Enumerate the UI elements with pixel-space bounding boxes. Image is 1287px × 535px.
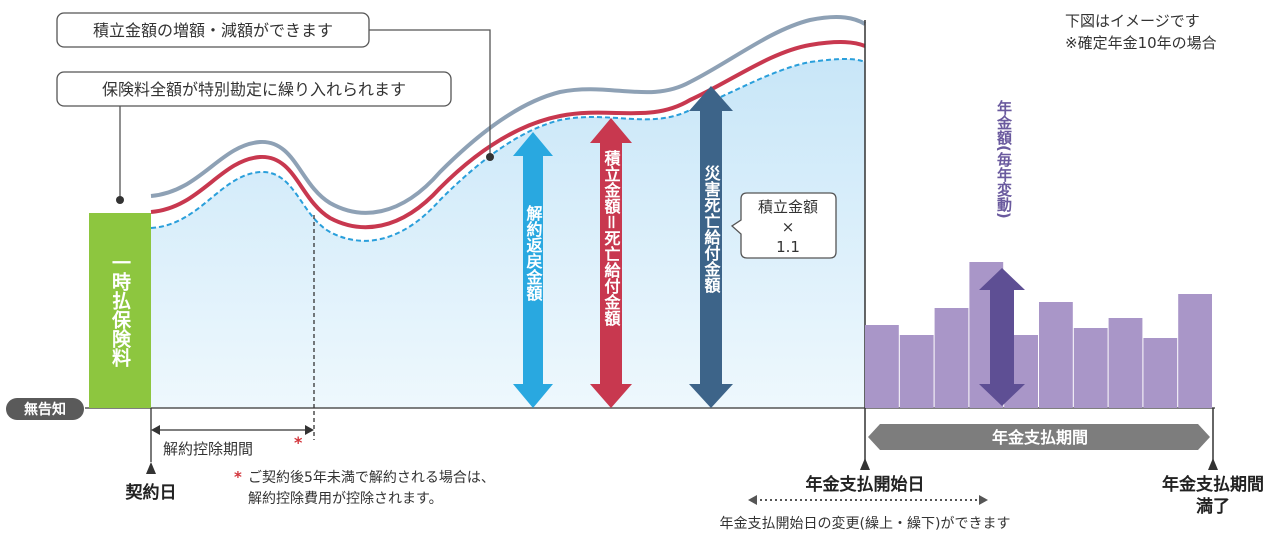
- surrender-value-line: [150, 58, 866, 242]
- payout-end-label-line1: 年金支払期間: [1162, 474, 1264, 495]
- accumulated-value-line: [150, 40, 866, 230]
- increase-decrease-text: 積立金額の増額・減額ができます: [93, 21, 333, 40]
- accumulated-times-callout: [730, 192, 837, 259]
- deduction-period-label: 解約控除期間: [163, 440, 253, 458]
- accumulated-death-arrow: [590, 118, 632, 408]
- pension-bar: [1108, 318, 1143, 408]
- accident-death-arrow: [689, 86, 733, 408]
- pension-bar: [1039, 302, 1073, 408]
- contract-date-label: 契約日: [125, 482, 177, 503]
- payout-start-label: 年金支払開始日: [806, 474, 925, 495]
- pension-bars: [865, 262, 1212, 408]
- special-account-text: 保険料全額が特別勘定に繰り入れられます: [102, 80, 406, 99]
- deduction-note-line1: ご契約後5年未満で解約される場合は、: [248, 470, 495, 486]
- deduction-note-line2: 解約控除費用が控除されます。: [248, 491, 443, 507]
- payout-start-marker: [860, 458, 870, 470]
- payout-end-marker: [1208, 458, 1218, 470]
- deduction-left-arrowhead: [151, 425, 160, 435]
- increase-decrease-dot: [486, 153, 494, 161]
- pension-bar: [1178, 294, 1212, 408]
- accident-death-line: [150, 15, 867, 215]
- no-notice-badge: [6, 398, 84, 420]
- accident-death-label: 災害死亡給付金額: [702, 165, 722, 294]
- factor-text: 1.1: [776, 238, 800, 256]
- special-account-dot: [116, 196, 124, 204]
- change-start-right-arrowhead: [979, 495, 988, 505]
- deduction-right-arrowhead: [305, 425, 314, 435]
- fixed-term-note: ※確定年金10年の場合: [1065, 34, 1217, 52]
- accumulated-death-label: 積立金額＝死亡給付金額: [602, 149, 622, 327]
- surrender-value-label: 解約返戻金額: [524, 204, 544, 302]
- payout-end-label-line2: 満了: [1196, 496, 1230, 517]
- single-premium-bar: [89, 213, 151, 408]
- change-start-left-arrowhead: [748, 495, 757, 505]
- payout-period-label: 年金支払期間: [992, 428, 1088, 447]
- accumulation-area: [151, 59, 865, 408]
- contract-date-marker: [146, 462, 156, 474]
- change-start-label: 年金支払開始日の変更(繰上・繰下)ができます: [720, 515, 1011, 532]
- pension-bar: [899, 335, 934, 408]
- times-sign: ×: [782, 218, 795, 236]
- deduction-note-asterisk: *: [234, 468, 242, 486]
- pension-bar: [1073, 328, 1108, 408]
- deduction-asterisk: *: [294, 433, 303, 452]
- no-notice-label: 無告知: [24, 401, 66, 418]
- pension-bar: [934, 308, 969, 408]
- annual-pension-arrow: [979, 268, 1025, 406]
- payout-period-bar: [868, 424, 1210, 450]
- pension-bar: [865, 325, 899, 408]
- surrender-value-arrow: [513, 132, 553, 408]
- special-account-callout: [56, 71, 452, 107]
- annual-pension-label: 年金額(毎年変動): [995, 99, 1013, 219]
- single-premium-label: 一時払保険料: [109, 253, 132, 368]
- image-only-note: 下図はイメージです: [1065, 12, 1200, 30]
- pension-bar: [1143, 338, 1178, 408]
- accumulated-times-text: 積立金額: [758, 198, 818, 216]
- increase-decrease-leader: [369, 29, 491, 157]
